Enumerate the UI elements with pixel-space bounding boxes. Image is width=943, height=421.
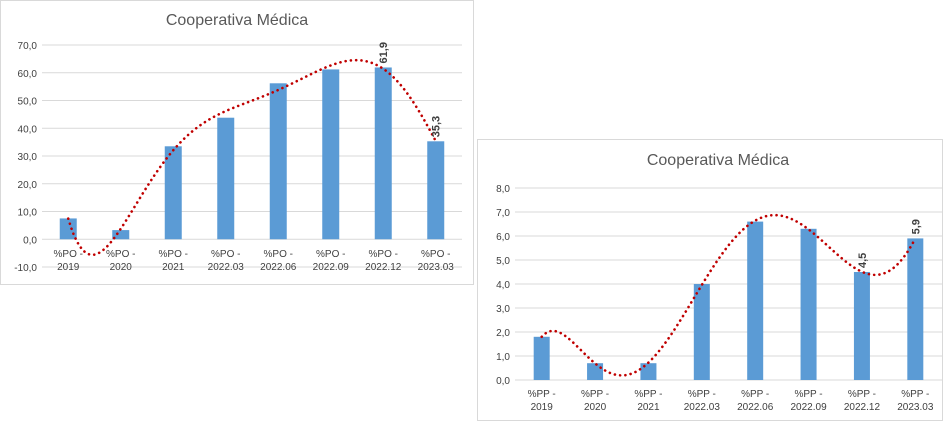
y-tick-label: 1,0 xyxy=(496,352,510,363)
x-tick-label: %PO -2023.03 xyxy=(418,249,455,273)
x-tick-label: %PO -2021 xyxy=(159,249,188,273)
x-tick-label: %PO -2022.12 xyxy=(365,249,402,273)
y-tick-label: 60,0 xyxy=(18,69,38,80)
chart-title: Cooperativa Médica xyxy=(166,12,308,29)
bar xyxy=(427,141,445,240)
data-label: 61,9 xyxy=(378,42,390,63)
data-label: 4,5 xyxy=(857,253,869,268)
y-tick-label: 30,0 xyxy=(18,152,38,163)
y-tick-label: 3,0 xyxy=(496,304,510,315)
y-tick-label: 10,0 xyxy=(18,208,38,219)
bar xyxy=(640,363,657,380)
y-tick-label: -10,0 xyxy=(14,263,37,274)
y-tick-label: 8,0 xyxy=(496,184,510,195)
y-tick-label: 0,0 xyxy=(496,376,510,387)
trendline xyxy=(540,213,917,377)
x-tick-label: %PP -2023.03 xyxy=(897,389,934,413)
y-tick-label: 4,0 xyxy=(496,280,510,291)
y-tick-label: 70,0 xyxy=(18,41,38,52)
bar xyxy=(853,272,870,380)
x-tick-label: %PP -2022.12 xyxy=(844,389,881,413)
x-tick-label: %PO -2022.06 xyxy=(260,249,297,273)
x-tick-label: %PP -2020 xyxy=(581,389,609,413)
bar xyxy=(907,238,924,380)
x-tick-label: %PP -2022.09 xyxy=(790,389,827,413)
x-tick-label: %PO -2022.09 xyxy=(313,249,350,273)
chart-right-svg: Cooperativa Médica 0,0 1,0 2,0 3,0 4,0 5,0 6,0… xyxy=(496,152,942,413)
bar xyxy=(59,218,77,240)
data-label: 35,3 xyxy=(431,116,443,137)
bar xyxy=(693,284,710,380)
trendline xyxy=(66,58,438,257)
bar xyxy=(322,69,340,240)
x-tick-label: %PO -2020 xyxy=(106,249,135,273)
data-label: 5,9 xyxy=(910,219,922,234)
bar xyxy=(269,83,287,240)
chart-left: Cooperativa Médica -10,0 0,0 10,0 20,0 30,0 4… xyxy=(0,0,474,285)
y-tick-label: 50,0 xyxy=(18,97,38,108)
y-tick-label: 0,0 xyxy=(23,235,37,246)
bar xyxy=(747,221,764,380)
bar xyxy=(217,117,235,240)
x-tick-label: %PP -2021 xyxy=(634,389,662,413)
bar xyxy=(164,146,182,240)
bar xyxy=(112,230,130,240)
bar xyxy=(533,336,550,380)
y-tick-label: 5,0 xyxy=(496,256,510,267)
chart-right: Cooperativa Médica 0,0 1,0 2,0 3,0 4,0 5,0 6,0… xyxy=(477,139,943,421)
chart-title: Cooperativa Médica xyxy=(647,152,789,169)
chart-left-svg: Cooperativa Médica -10,0 0,0 10,0 20,0 30,0 4… xyxy=(14,12,462,274)
y-tick-label: 40,0 xyxy=(18,124,38,135)
x-tick-label: %PP -2019 xyxy=(528,389,556,413)
y-tick-label: 7,0 xyxy=(496,208,510,219)
x-tick-label: %PO -2022.03 xyxy=(208,249,245,273)
y-tick-label: 20,0 xyxy=(18,180,38,191)
bar xyxy=(374,67,392,240)
y-tick-label: 6,0 xyxy=(496,232,510,243)
y-tick-label: 2,0 xyxy=(496,328,510,339)
x-tick-label: %PP -2022.03 xyxy=(684,389,721,413)
bar xyxy=(587,363,604,380)
bar xyxy=(800,228,817,380)
x-tick-label: %PP -2022.06 xyxy=(737,389,774,413)
x-tick-label: %PO -2019 xyxy=(54,249,83,273)
